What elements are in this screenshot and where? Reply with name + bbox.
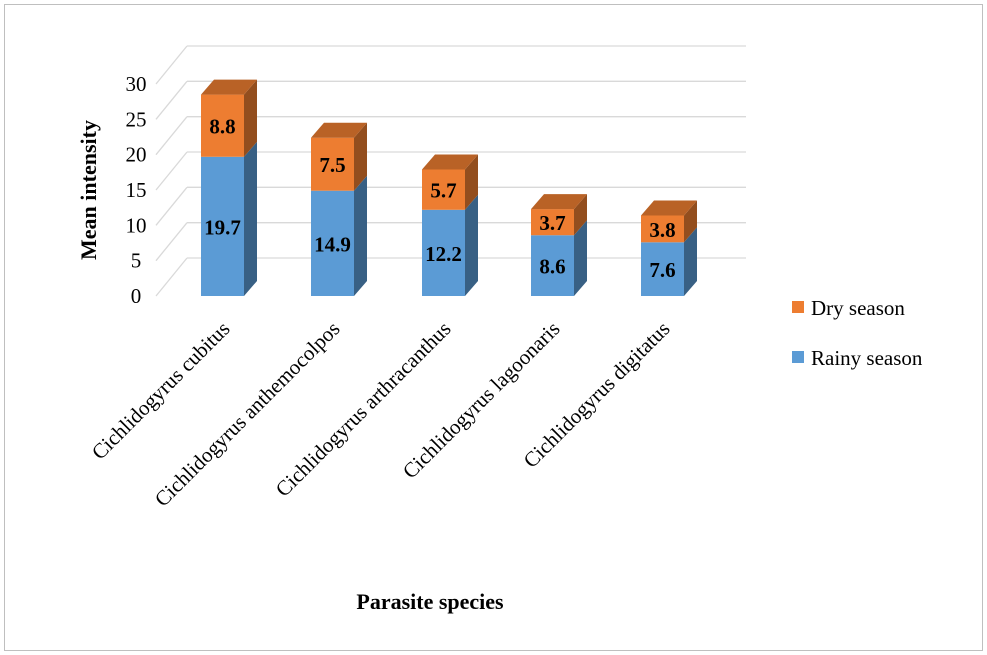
bar-rainy-season: 19.7 <box>201 141 257 296</box>
grid-diagonal <box>155 116 188 156</box>
x-category-label: Cichlidogyrus anthemocolpos <box>150 317 345 512</box>
bar-front <box>531 209 574 236</box>
bar-side <box>574 194 587 236</box>
data-label-rainy: 19.7 <box>204 215 241 239</box>
y-tick-label: 10 <box>126 213 147 237</box>
legend-label-dry: Dry season <box>811 296 905 320</box>
grid-diagonal <box>155 80 188 120</box>
bar-side <box>684 227 697 296</box>
y-tick-label: 5 <box>131 249 142 273</box>
bar-dry-season: 7.5 <box>311 122 367 191</box>
data-label-dry: 5.7 <box>430 179 456 203</box>
bar-front <box>311 190 354 296</box>
x-category-label: Cichlidogyrus arthracanthus <box>271 317 456 502</box>
data-label-dry: 7.5 <box>319 153 345 177</box>
bar-front <box>641 242 684 296</box>
bar-top <box>422 154 478 170</box>
bar-front <box>311 137 354 191</box>
grid-diagonal <box>155 257 188 297</box>
bar-dry-season: 3.7 <box>531 194 587 236</box>
data-label-rainy: 14.9 <box>314 232 351 256</box>
bar-dry-season: 3.8 <box>641 200 697 243</box>
grid-diagonal <box>155 186 188 226</box>
data-label-dry: 3.7 <box>539 211 565 235</box>
bar-side <box>465 194 478 296</box>
bar-stack: 12.2 5.7 <box>422 154 478 296</box>
y-tick-label: 25 <box>126 107 147 131</box>
legend: Dry season Rainy season <box>792 296 923 370</box>
bar-rainy-season: 8.6 <box>531 220 587 296</box>
x-axis-title: Parasite species <box>356 589 504 614</box>
y-tick-label: 30 <box>126 72 147 96</box>
legend-swatch-dry <box>792 301 804 313</box>
y-axis-ticks: 0 5 10 15 20 25 30 <box>126 72 147 308</box>
bar-rainy-season: 14.9 <box>311 175 367 296</box>
bar-rainy-season: 7.6 <box>641 227 697 296</box>
bar-front <box>641 215 684 243</box>
data-label-rainy: 7.6 <box>649 258 675 282</box>
bar-side <box>465 154 478 210</box>
data-label-rainy: 12.2 <box>425 242 462 266</box>
bar-front <box>201 94 244 157</box>
y-tick-label: 20 <box>126 143 147 167</box>
bar-top <box>531 194 587 210</box>
bar-top <box>311 122 367 138</box>
y-tick-label: 15 <box>126 178 147 202</box>
bar-stack: 19.7 8.8 <box>201 79 257 296</box>
bar-stack: 14.9 7.5 <box>311 122 367 296</box>
bar-side <box>244 141 257 296</box>
bar-front <box>531 235 574 296</box>
grid-diagonal <box>155 45 188 85</box>
bar-side <box>354 122 367 191</box>
legend-item-rainy: Rainy season <box>792 346 923 370</box>
data-label-dry: 3.8 <box>649 218 675 242</box>
bar-side <box>244 79 257 157</box>
bar-side <box>574 220 587 296</box>
bar-stack: 8.6 3.7 <box>531 194 587 296</box>
y-axis-title: Mean intensity <box>76 120 101 260</box>
bar-dry-season: 5.7 <box>422 154 478 210</box>
bar-side <box>684 200 697 243</box>
y-tick-label: 0 <box>131 284 142 308</box>
legend-item-dry: Dry season <box>792 296 905 320</box>
legend-label-rainy: Rainy season <box>811 346 923 370</box>
bar-front <box>422 209 465 296</box>
grid-diagonal <box>155 151 188 191</box>
bars: 19.7 8.8 14.9 7.5 12.2 5.7 8.6 3.7 7.6 3.8 <box>201 79 697 296</box>
legend-swatch-rainy <box>792 351 804 363</box>
bar-front <box>201 156 244 296</box>
bar-stack: 7.6 3.8 <box>641 200 697 296</box>
bar-front <box>422 169 465 210</box>
grid-diagonal <box>155 222 188 262</box>
gridlines <box>155 45 746 297</box>
chart-frame <box>4 4 983 651</box>
bar-rainy-season: 12.2 <box>422 194 478 296</box>
bar-side <box>354 175 367 296</box>
data-label-dry: 8.8 <box>209 115 235 139</box>
bar-top <box>641 200 697 216</box>
bar-top <box>201 79 257 95</box>
data-label-rainy: 8.6 <box>539 255 565 279</box>
bar-dry-season: 8.8 <box>201 79 257 157</box>
